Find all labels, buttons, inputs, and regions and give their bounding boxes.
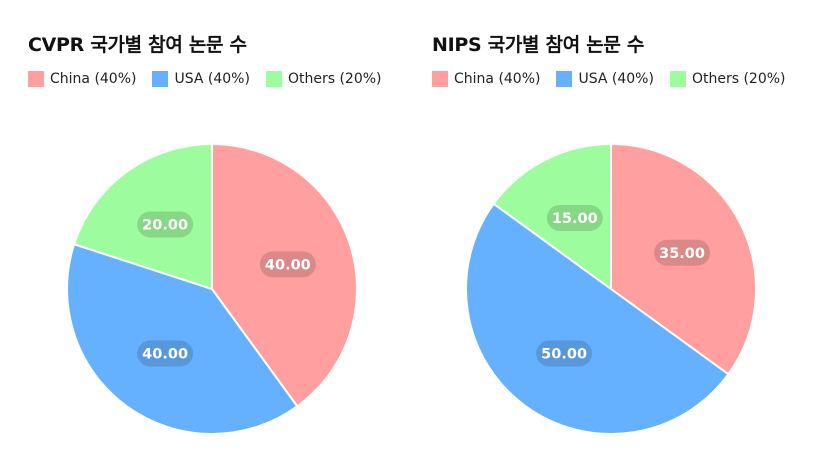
nips-legend-swatch-others bbox=[669, 71, 686, 87]
nips-slice-label-china: 35.00 bbox=[654, 239, 711, 266]
nips-slice-label-usa: 50.00 bbox=[536, 340, 593, 367]
nips-slice-label-bg-china bbox=[654, 239, 711, 266]
cvpr-chart-title: CVPR 국가별 참여 논문 수 bbox=[28, 34, 247, 56]
cvpr-legend-swatch-china bbox=[28, 71, 44, 87]
cvpr-slice-value-china: 40.00 bbox=[265, 257, 311, 273]
nips-legend-label-usa: USA (40%) bbox=[578, 71, 654, 87]
cvpr-legend-swatch-others bbox=[265, 71, 282, 87]
nips-legend-item-usa: USA (40%) bbox=[556, 71, 654, 87]
nips-legend-label-china: China (40%) bbox=[454, 71, 541, 87]
nips-slice-label-bg-others bbox=[546, 204, 603, 231]
cvpr-slice-label-others: 20.00 bbox=[137, 211, 194, 238]
nips-slice-value-usa: 50.00 bbox=[541, 347, 587, 363]
cvpr-slice-label-usa: 40.00 bbox=[137, 340, 194, 367]
cvpr-pie-slice-usa bbox=[66, 242, 299, 435]
nips-slice-value-others: 15.00 bbox=[552, 211, 598, 227]
cvpr-pie-chart: 40.00 40.00 20.00 bbox=[66, 142, 358, 435]
cvpr-legend-label-usa: USA (40%) bbox=[174, 71, 250, 87]
cvpr-pie-slice-others bbox=[72, 142, 213, 291]
cvpr-legend-item-china: China (40%) bbox=[28, 71, 136, 87]
nips-legend-swatch-china bbox=[432, 71, 448, 87]
cvpr-legend-swatch-usa bbox=[152, 71, 169, 87]
nips-legend-label-others: Others (20%) bbox=[691, 71, 786, 87]
cvpr-legend-item-others: Others (20%) bbox=[265, 71, 382, 87]
nips-chart-panel: NIPS 국가별 참여 논문 수 China (40%) USA (40%) O… bbox=[404, 0, 804, 469]
nips-slice-label-others: 15.00 bbox=[546, 204, 603, 231]
nips-slice-label-bg-usa bbox=[536, 340, 593, 367]
nips-pie-slice-usa bbox=[465, 202, 730, 435]
cvpr-slice-label-bg-china bbox=[259, 251, 316, 278]
cvpr-slice-label-bg-usa bbox=[137, 340, 194, 367]
cvpr-slice-value-others: 20.00 bbox=[142, 217, 188, 233]
cvpr-legend-label-china: China (40%) bbox=[50, 71, 137, 87]
cvpr-pie-slice-china bbox=[211, 142, 358, 408]
nips-pie-chart: 35.00 50.00 15.00 bbox=[465, 142, 757, 435]
cvpr-slice-label-china: 40.00 bbox=[259, 251, 316, 278]
cvpr-slice-label-bg-others bbox=[137, 211, 194, 238]
cvpr-slice-value-usa: 40.00 bbox=[142, 347, 188, 363]
nips-legend-item-china: China (40%) bbox=[432, 71, 540, 87]
cvpr-legend-label-others: Others (20%) bbox=[287, 71, 382, 87]
nips-pie-slice-china bbox=[610, 142, 757, 376]
cvpr-legend: China (40%) USA (40%) Others (20%) bbox=[28, 71, 398, 87]
nips-legend: China (40%) USA (40%) Others (20%) bbox=[432, 71, 802, 87]
nips-legend-swatch-usa bbox=[556, 71, 573, 87]
cvpr-chart-panel: CVPR 국가별 참여 논문 수 China (40%) USA (40%) O… bbox=[0, 0, 400, 469]
nips-pie-slice-others bbox=[492, 142, 612, 291]
nips-slice-value-china: 35.00 bbox=[659, 246, 705, 262]
nips-chart-title: NIPS 국가별 참여 논문 수 bbox=[432, 34, 645, 56]
cvpr-legend-item-usa: USA (40%) bbox=[152, 71, 250, 87]
nips-legend-item-others: Others (20%) bbox=[669, 71, 786, 87]
